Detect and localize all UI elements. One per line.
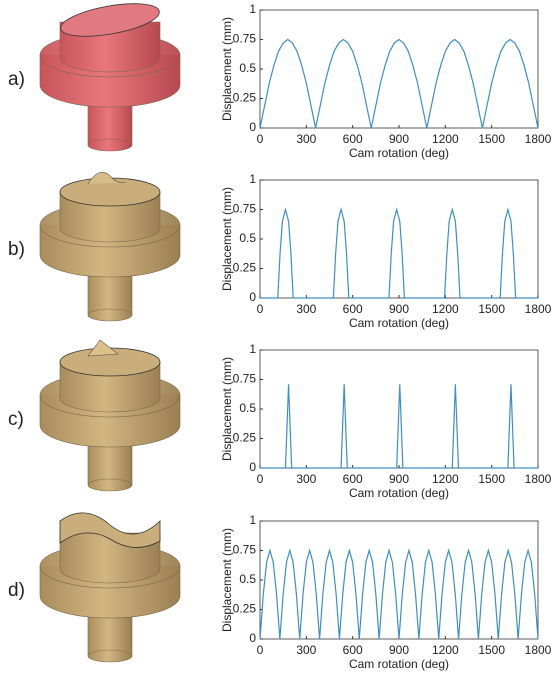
data-line bbox=[260, 551, 538, 640]
x-tick-label: 600 bbox=[343, 132, 363, 146]
figure: a) 0 0.25 0.5 0.75 1 0 300 600 900 1200 1500 1800 Cam… bbox=[0, 0, 552, 679]
x-tick-label: 1200 bbox=[432, 302, 459, 316]
x-tick-label: 1500 bbox=[478, 132, 505, 146]
y-tick-label: 0.5 bbox=[239, 401, 256, 415]
y-tick-label: 0.5 bbox=[239, 61, 256, 75]
x-tick-label: 0 bbox=[257, 643, 264, 657]
x-tick-label: 600 bbox=[343, 472, 363, 486]
y-tick-label: 0.25 bbox=[233, 431, 257, 445]
x-tick-label: 300 bbox=[296, 302, 316, 316]
x-axis-label: Cam rotation (deg) bbox=[349, 657, 449, 671]
y-tick-label: 0 bbox=[249, 460, 256, 474]
y-tick-label: 0.25 bbox=[233, 91, 257, 105]
x-tick-label: 900 bbox=[389, 132, 409, 146]
x-tick-label: 1800 bbox=[525, 643, 552, 657]
y-tick-label: 0.75 bbox=[233, 543, 257, 557]
x-tick-label: 0 bbox=[257, 472, 264, 486]
y-tick-label: 1 bbox=[249, 513, 256, 527]
y-tick-label: 1 bbox=[249, 342, 256, 356]
x-tick-label: 1800 bbox=[525, 132, 552, 146]
x-tick-label: 300 bbox=[296, 132, 316, 146]
x-axis-label: Cam rotation (deg) bbox=[349, 146, 449, 160]
plot-frame bbox=[260, 180, 538, 298]
x-tick-label: 300 bbox=[296, 472, 316, 486]
x-tick-label: 1200 bbox=[432, 643, 459, 657]
y-tick-label: 0.25 bbox=[233, 602, 257, 616]
x-tick-label: 900 bbox=[389, 643, 409, 657]
x-tick-label: 1200 bbox=[432, 132, 459, 146]
x-tick-label: 1800 bbox=[525, 302, 552, 316]
data-line bbox=[260, 384, 538, 468]
x-tick-label: 1200 bbox=[432, 472, 459, 486]
x-axis-label: Cam rotation (deg) bbox=[349, 486, 449, 500]
x-tick-label: 300 bbox=[296, 643, 316, 657]
cam-d bbox=[40, 513, 180, 662]
panel-label: c) bbox=[8, 409, 24, 430]
y-tick-label: 0.75 bbox=[233, 202, 257, 216]
y-axis-label: Displacement (mm) bbox=[220, 17, 234, 121]
x-tick-label: 0 bbox=[257, 302, 264, 316]
data-line bbox=[260, 40, 538, 129]
cam-a bbox=[40, 0, 180, 151]
y-tick-label: 1 bbox=[249, 172, 256, 186]
x-tick-label: 1500 bbox=[478, 302, 505, 316]
y-tick-label: 0.75 bbox=[233, 32, 257, 46]
x-tick-label: 900 bbox=[389, 302, 409, 316]
panel-label: d) bbox=[8, 580, 25, 601]
x-tick-label: 1500 bbox=[478, 472, 505, 486]
y-tick-label: 0 bbox=[249, 290, 256, 304]
panel-label: b) bbox=[8, 239, 25, 260]
cam-b bbox=[40, 172, 180, 321]
y-axis-label: Displacement (mm) bbox=[220, 187, 234, 291]
x-tick-label: 900 bbox=[389, 472, 409, 486]
x-tick-label: 600 bbox=[343, 643, 363, 657]
y-tick-label: 0 bbox=[249, 120, 256, 134]
plot-frame bbox=[260, 10, 538, 128]
y-axis-label: Displacement (mm) bbox=[220, 528, 234, 632]
plot-frame bbox=[260, 521, 538, 639]
y-tick-label: 0.75 bbox=[233, 372, 257, 386]
data-line bbox=[260, 210, 538, 299]
x-tick-label: 1800 bbox=[525, 472, 552, 486]
x-tick-label: 600 bbox=[343, 302, 363, 316]
x-tick-label: 0 bbox=[257, 132, 264, 146]
cam-c bbox=[40, 340, 180, 491]
y-tick-label: 1 bbox=[249, 2, 256, 16]
x-tick-label: 1500 bbox=[478, 643, 505, 657]
y-axis-label: Displacement (mm) bbox=[220, 357, 234, 461]
y-tick-label: 0.5 bbox=[239, 231, 256, 245]
y-tick-label: 0 bbox=[249, 631, 256, 645]
panel-label: a) bbox=[8, 69, 25, 90]
x-axis-label: Cam rotation (deg) bbox=[349, 316, 449, 330]
y-tick-label: 0.25 bbox=[233, 261, 257, 275]
y-tick-label: 0.5 bbox=[239, 572, 256, 586]
